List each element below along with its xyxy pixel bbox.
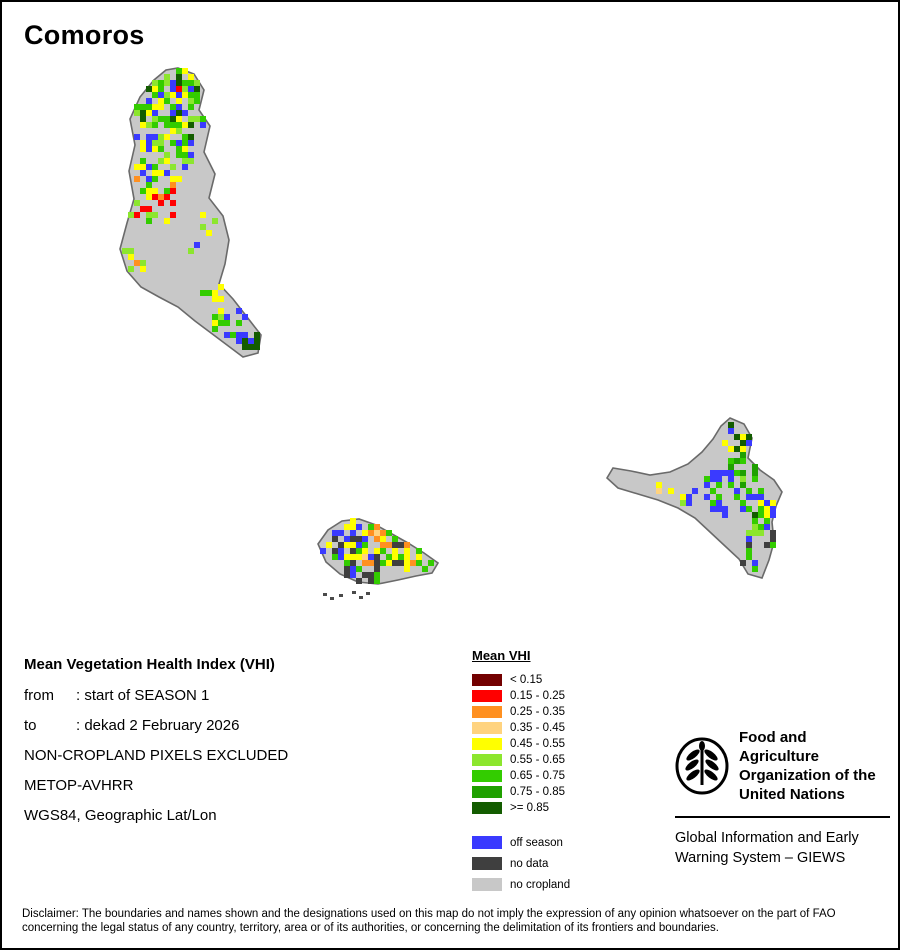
info-value-sensor: METOP-AVHRR: [24, 777, 134, 794]
island-anjouan: [605, 417, 783, 579]
legend-item-no-cropland: no cropland: [472, 874, 570, 895]
legend-swatch: [472, 786, 502, 798]
legend-swatch: [472, 754, 502, 766]
info-value-projection: WGS84, Geographic Lat/Lon: [24, 807, 217, 824]
legend-swatch: [472, 738, 502, 750]
info-line-projection: WGS84, Geographic Lat/Lon: [24, 807, 288, 825]
legend-item: >= 0.85: [472, 800, 570, 816]
legend-item: 0.25 - 0.35: [472, 704, 570, 720]
legend-item: 0.35 - 0.45: [472, 720, 570, 736]
legend-item: < 0.15: [472, 672, 570, 688]
fao-divider: [675, 816, 890, 818]
legend-item-label: >= 0.85: [510, 802, 550, 814]
legend-item-label: 0.45 - 0.55: [510, 738, 565, 750]
legend-item-label: 0.55 - 0.65: [510, 754, 565, 766]
fao-block: Food and Agriculture Organization of the…: [675, 728, 890, 868]
info-value-from: : start of SEASON 1: [76, 687, 210, 704]
legend-item: 0.15 - 0.25: [472, 688, 570, 704]
legend-swatch: [472, 722, 502, 734]
disclaimer-text: Disclaimer: The boundaries and names sho…: [22, 908, 836, 934]
legend-swatch: [472, 706, 502, 718]
info-line-sensor: METOP-AVHRR: [24, 777, 288, 795]
giews-line: Global Information and Early: [675, 830, 859, 846]
legend-item-off-season: off season: [472, 832, 570, 853]
info-line-from: from : start of SEASON 1: [24, 687, 288, 705]
legend-swatch: [472, 690, 502, 702]
legend-swatch: [472, 802, 502, 814]
legend-swatch: [472, 770, 502, 782]
legend-item-label: off season: [510, 836, 563, 849]
legend-item-label: 0.65 - 0.75: [510, 770, 565, 782]
legend-item-label: no data: [510, 857, 549, 870]
legend-item-label: 0.75 - 0.85: [510, 786, 565, 798]
info-value-noncropland: NON-CROPLAND PIXELS EXCLUDED: [24, 747, 289, 764]
info-line-to: to : dekad 2 February 2026: [24, 717, 288, 735]
map-info-block: Mean Vegetation Health Index (VHI) from:…: [24, 656, 288, 837]
legend-swatch: [472, 836, 502, 849]
islets: [323, 591, 370, 600]
island-moheli: [317, 518, 440, 585]
info-value-to: : dekad 2 February 2026: [76, 717, 240, 734]
fao-header: Food and Agriculture Organization of the…: [675, 728, 890, 804]
legend-gap: [472, 816, 570, 832]
legend-item-no-data: no data: [472, 853, 570, 874]
info-line-noncropland: NON-CROPLAND PIXELS EXCLUDED: [24, 747, 288, 765]
legend-item: 0.65 - 0.75: [472, 768, 570, 784]
fao-org-line: Food and Agriculture: [739, 729, 820, 765]
fao-logo-icon: [675, 737, 729, 795]
legend-swatch: [472, 878, 502, 891]
fao-org-line: United Nations: [739, 786, 845, 803]
legend-item-label: no cropland: [510, 878, 571, 891]
legend-item-label: 0.15 - 0.25: [510, 690, 565, 702]
legend-title: Mean VHI: [472, 648, 531, 663]
legend-swatch: [472, 857, 502, 870]
info-heading: Mean Vegetation Health Index (VHI): [24, 656, 275, 673]
legend-item: 0.55 - 0.65: [472, 752, 570, 768]
legend: Mean VHI < 0.15 0.15 - 0.25 0.25 - 0.35 …: [472, 648, 570, 895]
legend-item-label: < 0.15: [510, 674, 543, 686]
fao-org-name: Food and Agriculture Organization of the…: [739, 728, 890, 804]
giews-label: Global Information and Early Warning Sys…: [675, 828, 890, 868]
page-title: Comoros: [24, 20, 145, 50]
info-key-to: to: [24, 717, 37, 734]
legend-item-label: 0.35 - 0.45: [510, 722, 565, 734]
giews-line: Warning System – GIEWS: [675, 850, 846, 866]
fao-org-line: Organization of the: [739, 767, 876, 784]
info-key-from: from: [24, 687, 54, 704]
legend-swatch: [472, 674, 502, 686]
legend-item: 0.45 - 0.55: [472, 736, 570, 752]
legend-item: 0.75 - 0.85: [472, 784, 570, 800]
island-grande-comore: [119, 67, 262, 358]
legend-item-label: 0.25 - 0.35: [510, 706, 565, 718]
